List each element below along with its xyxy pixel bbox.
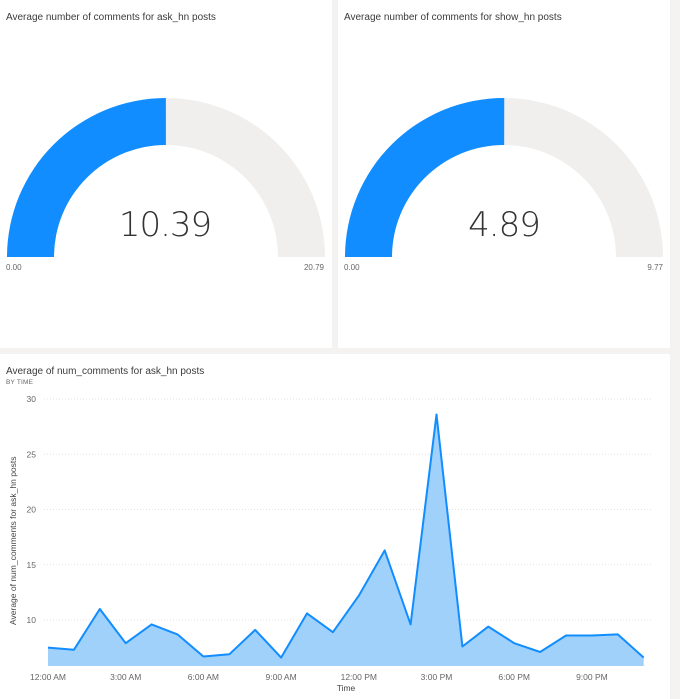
gauge-fill[interactable] [345,98,505,258]
gauge-min-label: 0.00 [344,263,360,272]
gauge-value: 10.39 [118,205,212,245]
gauge-track [165,98,325,257]
x-tick-label: 6:00 AM [188,672,219,682]
gauge-max-label: 20.79 [303,263,324,272]
line-chart-panel[interactable]: Average of num_comments for ask_hn posts… [0,354,670,699]
series-line[interactable] [47,413,645,659]
y-tick-label: 25 [27,449,37,459]
y-tick-label: 10 [27,615,37,625]
gauge-title: Average number of comments for ask_hn po… [6,12,216,23]
chart-title: Average of num_comments for ask_hn posts [6,366,205,377]
gauge-fill[interactable] [7,98,166,257]
y-tick-label: 20 [27,505,37,515]
y-tick-label: 15 [27,560,37,570]
x-tick-label: 6:00 PM [498,672,530,682]
x-tick-label: 3:00 AM [110,672,141,682]
gauge-value: 4.89 [468,205,541,245]
gauge-title: Average number of comments for show_hn p… [344,12,562,23]
area-chart-plot: 10 15 20 25 30 12:00 AM 3:00 AM 6:00 AM 9:00 AM 1… [27,394,652,682]
gauge-panel-show-hn[interactable]: Average number of comments for show_hn p… [338,0,670,348]
x-tick-label: 12:00 PM [341,672,377,682]
area-fill [48,414,644,666]
x-tick-label: 12:00 AM [30,672,66,682]
gauge-arc [7,98,325,257]
x-tick-label: 9:00 AM [266,672,297,682]
x-tick-label: 9:00 PM [576,672,608,682]
x-tick-label: 3:00 PM [421,672,453,682]
gauge-max-label: 9.77 [647,263,663,272]
gauge-arc [345,98,663,258]
gauge-min-label: 0.00 [6,263,22,272]
gauge-track [504,98,663,257]
x-axis-title: Time [336,683,356,693]
chart-subtitle: BY TIME [6,379,34,386]
gauge-panel-ask-hn[interactable]: Average number of comments for ask_hn po… [0,0,332,348]
y-tick-label: 30 [27,394,37,404]
